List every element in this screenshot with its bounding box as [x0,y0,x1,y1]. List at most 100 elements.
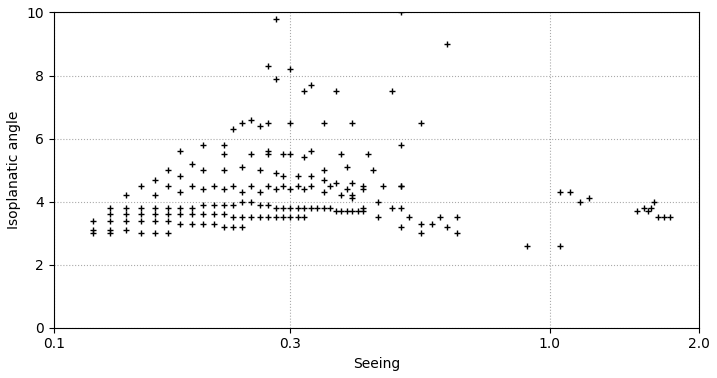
Point [87,227,99,233]
Point [262,120,273,126]
Point [87,230,99,236]
Point [245,151,257,157]
Point [632,208,643,214]
Point [347,208,358,214]
Point [120,227,132,233]
Point [262,151,273,157]
Point [254,167,265,173]
Point [427,221,438,227]
Point [347,180,358,186]
Point [372,198,384,204]
Point [254,189,265,195]
Point [341,164,353,170]
Point [197,167,209,173]
Point [197,186,209,192]
Point [105,227,116,233]
Point [254,202,265,208]
Point [648,198,660,204]
Point [318,189,329,195]
Point [197,211,209,217]
Point [318,167,329,173]
Point [305,82,317,88]
Point [237,198,248,204]
Point [197,202,209,208]
Point [451,214,462,220]
Point [136,211,147,217]
Point [197,221,209,227]
Point [554,189,566,195]
Point [218,167,229,173]
Point [245,183,257,189]
Point [645,205,657,211]
Point [245,214,257,220]
Point [347,120,358,126]
Point [218,202,229,208]
Point [341,186,353,192]
Point [105,211,116,217]
Point [136,230,147,236]
Point [186,205,198,211]
Point [386,88,397,94]
Point [341,208,353,214]
Point [652,214,663,220]
Point [292,183,303,189]
Point [186,183,198,189]
Point [270,214,281,220]
Point [218,211,229,217]
Point [227,183,239,189]
Point [175,205,186,211]
Point [163,230,174,236]
Point [120,205,132,211]
Point [218,142,229,148]
Point [642,208,654,214]
Point [395,183,407,189]
Point [197,142,209,148]
Point [357,205,369,211]
Point [305,183,317,189]
Point [277,183,289,189]
Point [208,211,219,217]
Point [395,205,407,211]
Point [312,205,323,211]
Point [136,218,147,224]
Point [336,151,347,157]
Point [415,230,427,236]
Point [237,164,248,170]
Point [277,174,289,180]
Point [175,174,186,180]
Point [277,205,289,211]
Point [521,243,533,249]
Point [415,120,427,126]
Point [451,230,462,236]
Point [270,76,281,82]
Point [324,183,336,189]
Point [262,63,273,69]
Point [395,224,407,230]
Point [136,205,147,211]
Point [277,151,289,157]
Point [136,183,147,189]
Point [254,123,265,129]
Point [149,211,161,217]
Point [227,224,239,230]
Point [218,224,229,230]
Point [120,192,132,198]
Point [285,186,296,192]
Point [285,205,296,211]
Point [324,205,336,211]
Point [87,218,99,224]
Point [270,170,281,176]
Point [262,183,273,189]
Point [227,202,239,208]
Point [347,195,358,201]
Point [403,214,414,220]
Point [299,186,310,192]
Point [299,205,310,211]
Point [357,208,369,214]
Point [665,214,676,220]
Point [218,151,229,157]
Point [285,120,296,126]
Point [149,177,161,183]
Point [330,208,341,214]
Point [262,148,273,154]
